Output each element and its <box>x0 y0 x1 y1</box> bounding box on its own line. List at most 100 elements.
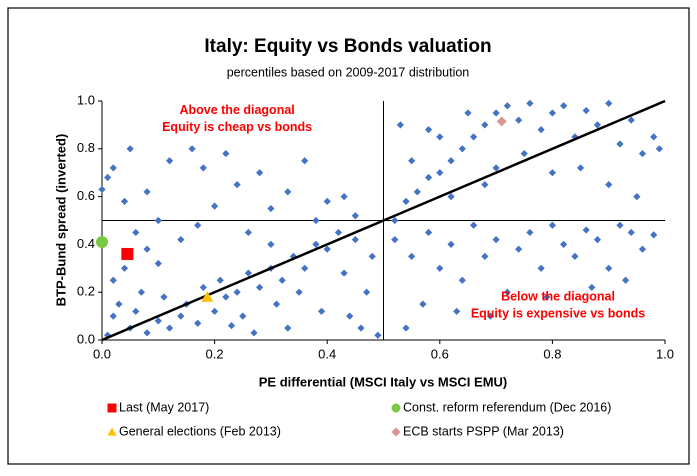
scatter-point <box>165 157 174 165</box>
scatter-point <box>194 221 202 229</box>
scatter-point <box>165 324 174 332</box>
scatter-point <box>503 102 511 110</box>
y-tick-label: 0.8 <box>77 140 95 155</box>
scatter-point <box>402 197 410 205</box>
scatter-point <box>526 228 534 237</box>
scatter-point <box>419 300 427 308</box>
scatter-point <box>323 197 331 205</box>
scatter-point <box>464 109 472 117</box>
scatter-point <box>543 293 551 301</box>
scatter-point <box>301 157 309 165</box>
y-axis-label: BTP-Bund spread (inverted) <box>53 134 68 307</box>
scatter-point <box>233 288 241 296</box>
scatter-point <box>244 228 252 237</box>
scatter-point <box>593 121 602 129</box>
scatter-point <box>109 276 117 284</box>
scatter-point <box>137 288 146 296</box>
legend-marker <box>391 427 401 437</box>
scatter-point <box>244 269 252 277</box>
scatter-point <box>436 169 444 177</box>
scatter-point <box>576 164 585 172</box>
scatter-point <box>312 216 320 225</box>
scatter-point <box>447 193 455 201</box>
scatter-point <box>250 329 258 337</box>
scatter-point <box>458 276 466 284</box>
scatter-point <box>374 331 382 339</box>
scatter-point <box>199 283 207 292</box>
scatter-point <box>447 240 455 248</box>
scatter-point <box>492 236 500 244</box>
scatter-point <box>104 331 112 339</box>
scatter-point <box>346 312 354 320</box>
scatter-point <box>160 293 168 301</box>
scatter-point <box>486 312 495 320</box>
y-tick-label: 0.4 <box>77 236 95 251</box>
scatter-point <box>469 133 478 141</box>
scatter-point <box>515 245 523 253</box>
scatter-point <box>453 307 461 315</box>
scatter-point <box>109 164 117 172</box>
scatter-point <box>424 228 433 237</box>
scatter-point <box>520 149 528 158</box>
scatter-point <box>469 221 478 229</box>
scatter-point <box>132 228 140 237</box>
scatter-point <box>120 264 129 272</box>
annotation: Equity is expensive vs bonds <box>471 306 645 320</box>
x-tick-label: 0.2 <box>206 346 224 361</box>
scatter-point <box>351 212 359 220</box>
highlight-point <box>496 116 507 127</box>
scatter-point <box>154 259 162 268</box>
legend-label: Last (May 2017) <box>119 400 209 414</box>
scatter-point <box>424 126 433 134</box>
scatter-point <box>481 181 489 189</box>
scatter-point <box>368 252 376 260</box>
chart-title: Italy: Equity vs Bonds valuation <box>204 36 491 57</box>
scatter-point <box>458 145 466 153</box>
scatter-point <box>154 216 162 225</box>
scatter-point <box>317 307 326 315</box>
y-tick-label: 0.0 <box>77 331 95 346</box>
scatter-point <box>233 181 241 189</box>
x-tick-label: 0.6 <box>431 346 449 361</box>
scatter-point <box>98 185 106 194</box>
scatter-point <box>272 300 281 308</box>
annotation: Above the diagonal <box>179 103 294 117</box>
scatter-point <box>633 193 641 201</box>
scatter-point <box>143 188 151 196</box>
scatter-point <box>548 109 556 117</box>
scatter-point <box>323 245 331 253</box>
scatter-point <box>650 133 658 141</box>
scatter-point <box>351 236 359 244</box>
scatter-point <box>312 240 320 248</box>
scatter-point <box>278 276 286 284</box>
legend-label: General elections (Feb 2013) <box>119 424 281 438</box>
scatter-point <box>284 324 292 332</box>
scatter-point <box>548 221 556 229</box>
scatter-point <box>132 307 140 315</box>
scatter-point <box>481 252 489 260</box>
scatter-point <box>588 283 596 292</box>
scatter-point <box>616 140 624 148</box>
scatter-point <box>627 116 635 124</box>
scatter-point <box>289 252 298 260</box>
scatter-point <box>638 149 647 158</box>
scatter-point <box>177 312 185 320</box>
x-tick-label: 1.0 <box>656 346 674 361</box>
scatter-point <box>593 236 602 244</box>
scatter-point <box>256 283 264 292</box>
legend-marker <box>107 403 117 413</box>
scatter-point <box>413 188 421 196</box>
scatter-point <box>582 226 590 234</box>
scatter-point <box>222 293 230 301</box>
scatter-point <box>391 216 399 225</box>
annotation: Below the diagonal <box>501 289 615 303</box>
legend-label: ECB starts PSPP (Mar 2013) <box>403 424 564 438</box>
scatter-point <box>177 236 185 244</box>
chart-subtitle: percentiles based on 2009-2017 distribut… <box>227 65 470 79</box>
scatter-point <box>126 145 134 153</box>
scatter-point <box>194 319 202 327</box>
scatter-point <box>334 228 343 237</box>
scatter-point <box>571 252 579 260</box>
highlight-point <box>121 247 134 260</box>
